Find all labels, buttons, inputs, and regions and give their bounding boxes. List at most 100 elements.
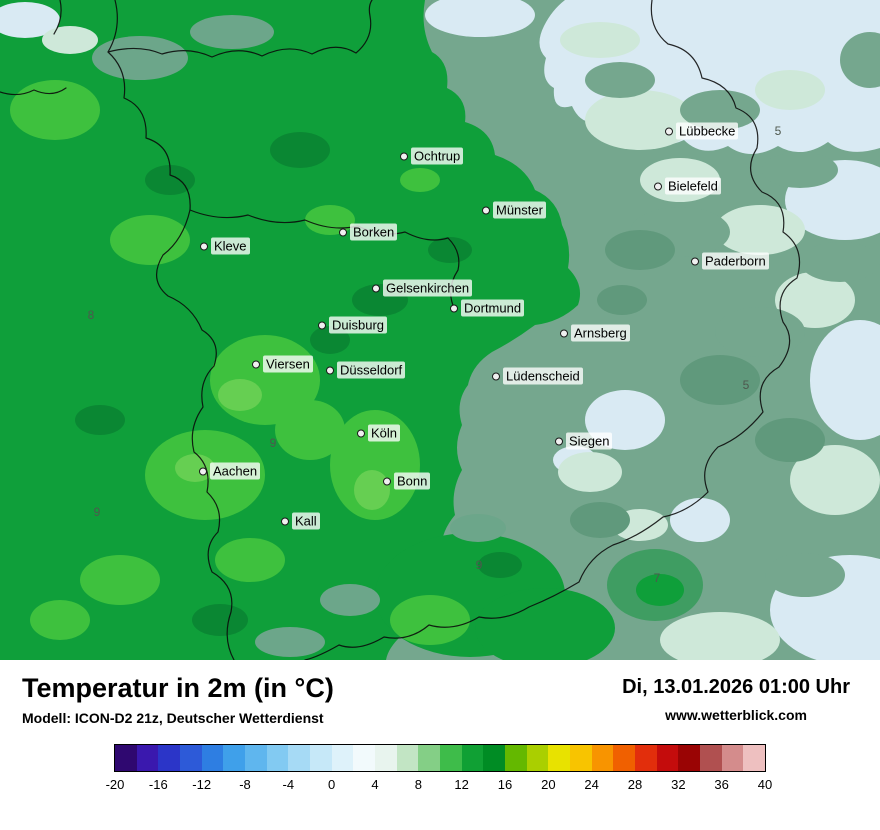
city-dot-icon	[199, 467, 207, 475]
legend-cell-17	[483, 745, 506, 771]
city-marker-ochtrup: Ochtrup	[400, 147, 464, 165]
legend-cell-19	[526, 745, 549, 771]
map-footer: Temperatur in 2m (in °C) Modell: ICON-D2…	[0, 660, 880, 726]
city-dot-icon	[400, 152, 408, 160]
city-label: Viersen	[263, 355, 313, 373]
city-marker-duisburg: Duisburg	[318, 316, 388, 334]
city-marker-siegen: Siegen	[555, 432, 613, 450]
legend-tick--16: -16	[148, 777, 168, 792]
legend-tick-20: 20	[541, 777, 556, 792]
forecast-datetime: Di, 13.01.2026 01:00 Uhr	[622, 676, 850, 698]
map-temp-value-6: 7	[653, 571, 661, 585]
city-dot-icon	[318, 321, 326, 329]
city-marker-lubbecke: Lübbecke	[665, 122, 739, 140]
legend-cell-27	[700, 745, 722, 771]
city-label: Kleve	[211, 237, 250, 255]
city-marker-borken: Borken	[339, 223, 398, 241]
city-dot-icon	[326, 366, 334, 374]
city-marker-bonn: Bonn	[383, 472, 431, 490]
city-label: Ochtrup	[411, 147, 464, 165]
temp-label-layer: 5 8 5 9 9 9 7	[87, 124, 782, 585]
city-dot-icon	[492, 372, 500, 380]
city-label: Bielefeld	[665, 177, 721, 195]
legend-cell-24	[635, 745, 657, 771]
city-dot-icon	[482, 206, 490, 214]
city-dot-icon	[665, 127, 673, 135]
legend-cell-28	[721, 745, 744, 771]
city-marker-aachen: Aachen	[199, 462, 261, 480]
city-dot-icon	[691, 257, 699, 265]
legend-cell-14	[418, 745, 441, 771]
city-label: Kall	[292, 512, 320, 530]
map-temp-value-3: 9	[269, 436, 277, 450]
model-line: Modell: ICON-D2 21z, Deutscher Wetterdie…	[22, 710, 324, 726]
city-marker-kleve: Kleve	[200, 237, 250, 255]
map-temp-value-1: 8	[87, 308, 95, 322]
footer-right: Di, 13.01.2026 01:00 Uhr www.wetterblick…	[622, 673, 850, 723]
legend-cell-23	[613, 745, 636, 771]
map-terrain-svg	[0, 0, 880, 660]
legend-cell-9	[310, 745, 332, 771]
legend-tick-36: 36	[714, 777, 729, 792]
city-label: Köln	[368, 424, 401, 442]
map-temp-value-2: 5	[742, 378, 750, 392]
map-temp-value-0: 5	[774, 124, 782, 138]
city-layer: Ochtrup Lübbecke Bielefeld Münster Borken Kle…	[199, 122, 769, 530]
legend-cell-7	[266, 745, 289, 771]
city-marker-arnsberg: Arnsberg	[560, 324, 630, 342]
legend-tick-40: 40	[757, 777, 773, 792]
city-marker-bielefeld: Bielefeld	[654, 177, 721, 195]
city-label: Münster	[493, 201, 546, 219]
legend-cell-29	[743, 745, 766, 771]
legend-tick-8: 8	[414, 777, 422, 792]
legend-tick--20: -20	[105, 777, 125, 792]
city-marker-koln: Köln	[357, 424, 401, 442]
legend-cell-12	[375, 745, 397, 771]
legend-tick-16: 16	[497, 777, 513, 792]
city-label: Siegen	[566, 432, 613, 450]
city-dot-icon	[252, 360, 260, 368]
city-dot-icon	[560, 329, 568, 337]
city-marker-dortmund: Dortmund	[450, 299, 525, 317]
map-temp-value-5: 9	[475, 558, 483, 572]
legend-tick-32: 32	[671, 777, 686, 792]
legend-cell-22	[591, 745, 614, 771]
legend-tick--4: -4	[282, 777, 295, 792]
website-url: www.wetterblick.com	[665, 707, 807, 723]
weather-map: 5 8 5 9 9 9 7 Ochtrup Lübbecke Bielefeld Münster B…	[0, 0, 880, 660]
city-marker-kall: Kall	[281, 512, 320, 530]
legend-tick--8: -8	[239, 777, 251, 792]
page-title: Temperatur in 2m (in °C)	[22, 673, 334, 703]
legend-cell-6	[245, 745, 267, 771]
city-label: Gelsenkirchen	[383, 279, 473, 297]
legend-cell-21	[570, 745, 592, 771]
legend-cell-15	[440, 745, 462, 771]
city-label: Aachen	[210, 462, 261, 480]
legend-cell-1	[136, 745, 159, 771]
temperature-legend: -20 -16 -12 -8 -4 0 4 8 12 16 20 24 28 32 36 40	[106, 744, 772, 797]
city-dot-icon	[383, 477, 391, 485]
legend-tick-0: 0	[328, 777, 336, 792]
city-dot-icon	[450, 304, 458, 312]
city-label: Arnsberg	[571, 324, 630, 342]
city-dot-icon	[200, 242, 208, 250]
legend-cell-3	[180, 745, 202, 771]
city-label: Lüdenscheid	[503, 367, 583, 385]
legend-cell-8	[288, 745, 311, 771]
legend-cell-16	[461, 745, 484, 771]
legend-cell-5	[223, 745, 246, 771]
city-dot-icon	[555, 437, 563, 445]
city-dot-icon	[372, 284, 380, 292]
map-temp-value-4: 9	[93, 505, 101, 519]
city-marker-ludenscheid: Lüdenscheid	[492, 367, 583, 385]
footer-left: Temperatur in 2m (in °C) Modell: ICON-D2…	[22, 673, 334, 726]
city-marker-munster: Münster	[482, 201, 546, 219]
legend-tick-12: 12	[454, 777, 469, 792]
city-marker-paderborn: Paderborn	[691, 252, 769, 270]
legend-cell-18	[505, 745, 527, 771]
legend-tick-4: 4	[371, 777, 379, 792]
city-dot-icon	[281, 517, 289, 525]
legend-bar	[114, 744, 766, 772]
legend-cell-25	[656, 745, 679, 771]
legend-tick-28: 28	[627, 777, 643, 792]
